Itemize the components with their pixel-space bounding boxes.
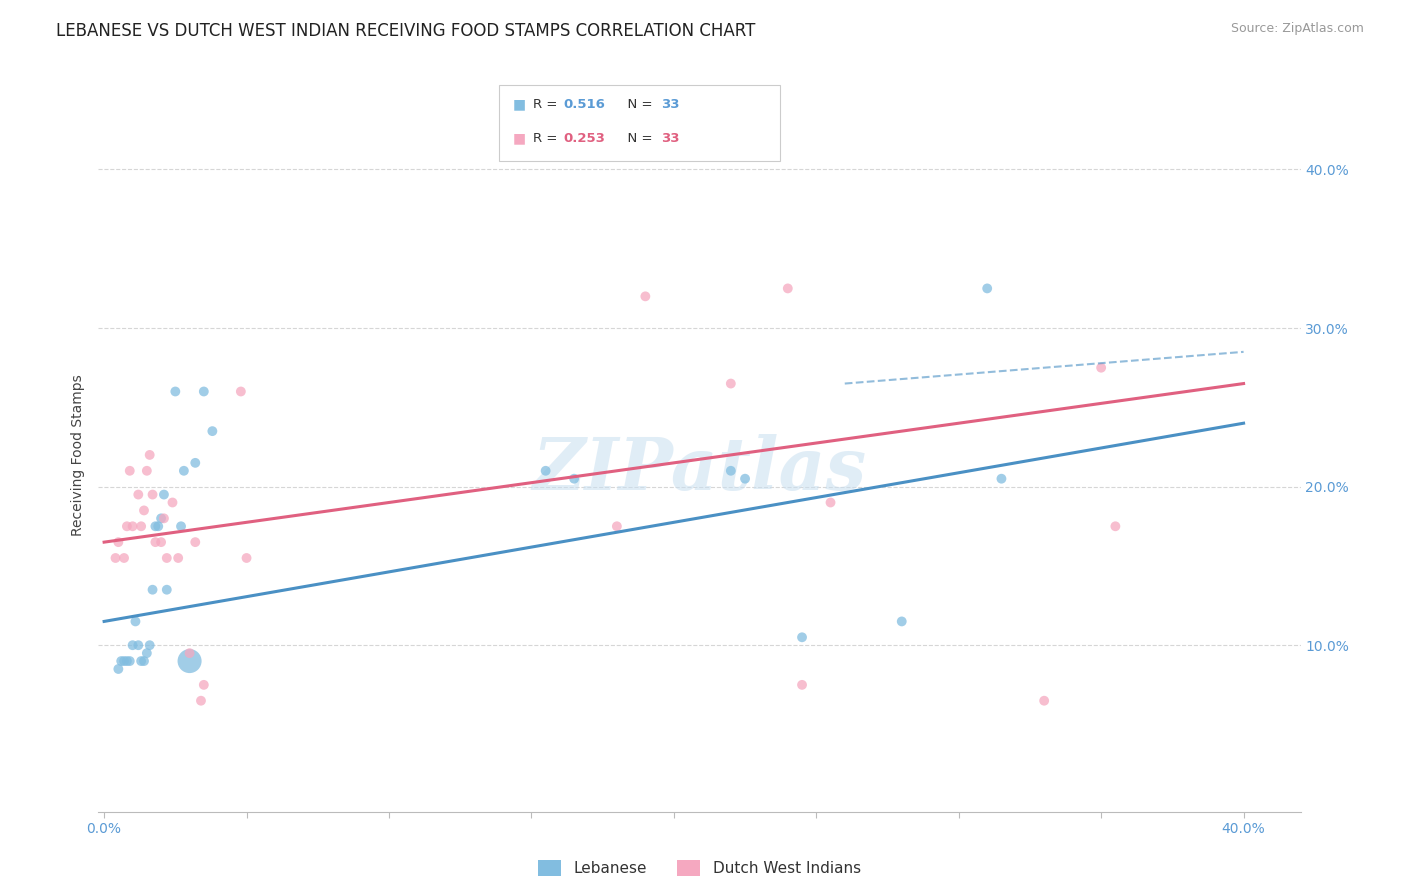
Text: 0.516: 0.516 <box>564 98 606 111</box>
Point <box>129 519 152 533</box>
Y-axis label: Receiving Food Stamps: Receiving Food Stamps <box>72 374 86 536</box>
Text: N =: N = <box>619 98 657 111</box>
Point <box>890 615 912 629</box>
Point <box>127 638 149 652</box>
Point <box>153 511 176 525</box>
Point <box>110 654 132 668</box>
Point <box>790 678 813 692</box>
Point <box>145 535 167 549</box>
Point <box>135 646 157 660</box>
Point <box>127 487 149 501</box>
Text: R =: R = <box>533 132 561 145</box>
Point <box>141 582 163 597</box>
Point <box>193 384 215 399</box>
Point <box>141 487 163 501</box>
Point <box>820 495 842 509</box>
Point <box>150 535 173 549</box>
Point <box>118 654 141 668</box>
Point <box>1033 694 1056 708</box>
Point <box>606 519 628 533</box>
Point <box>115 654 138 668</box>
Point <box>129 654 152 668</box>
Text: 33: 33 <box>661 132 679 145</box>
Point <box>162 495 184 509</box>
Point <box>132 503 155 517</box>
Point <box>179 654 201 668</box>
Point <box>776 281 799 295</box>
Point <box>112 551 135 566</box>
Point <box>153 487 176 501</box>
Point <box>115 519 138 533</box>
Point <box>990 472 1012 486</box>
Point <box>720 464 742 478</box>
Point <box>170 519 193 533</box>
Point <box>104 551 127 566</box>
Point <box>145 519 167 533</box>
Point <box>193 678 215 692</box>
Text: 0.253: 0.253 <box>564 132 606 145</box>
Point <box>156 582 179 597</box>
Text: R =: R = <box>533 98 561 111</box>
Point <box>138 638 160 652</box>
Point <box>150 511 173 525</box>
Text: ■: ■ <box>513 131 526 145</box>
Point <box>1090 360 1112 375</box>
Legend: Lebanese, Dutch West Indians: Lebanese, Dutch West Indians <box>531 855 868 882</box>
Point <box>118 464 141 478</box>
Point <box>132 654 155 668</box>
Point <box>124 615 146 629</box>
Text: ZIPatlas: ZIPatlas <box>533 434 866 505</box>
Point <box>235 551 257 566</box>
Point <box>112 654 135 668</box>
Point <box>138 448 160 462</box>
Point <box>135 464 157 478</box>
Text: Source: ZipAtlas.com: Source: ZipAtlas.com <box>1230 22 1364 36</box>
Point <box>165 384 187 399</box>
Point <box>184 535 207 549</box>
Text: LEBANESE VS DUTCH WEST INDIAN RECEIVING FOOD STAMPS CORRELATION CHART: LEBANESE VS DUTCH WEST INDIAN RECEIVING … <box>56 22 755 40</box>
Point <box>121 519 143 533</box>
Point <box>1104 519 1126 533</box>
Point <box>179 646 201 660</box>
Point <box>534 464 557 478</box>
Point <box>156 551 179 566</box>
Point <box>190 694 212 708</box>
Point <box>173 464 195 478</box>
Point <box>148 519 170 533</box>
Point <box>201 424 224 438</box>
Point <box>167 551 190 566</box>
Point <box>107 662 129 676</box>
Point <box>790 630 813 644</box>
Point <box>634 289 657 303</box>
Point <box>562 472 585 486</box>
Point <box>184 456 207 470</box>
Point <box>976 281 998 295</box>
Text: 33: 33 <box>661 98 679 111</box>
Text: ■: ■ <box>513 97 526 112</box>
Point <box>107 535 129 549</box>
Point <box>121 638 143 652</box>
Point <box>229 384 252 399</box>
Point <box>734 472 756 486</box>
Text: N =: N = <box>619 132 657 145</box>
Point <box>720 376 742 391</box>
